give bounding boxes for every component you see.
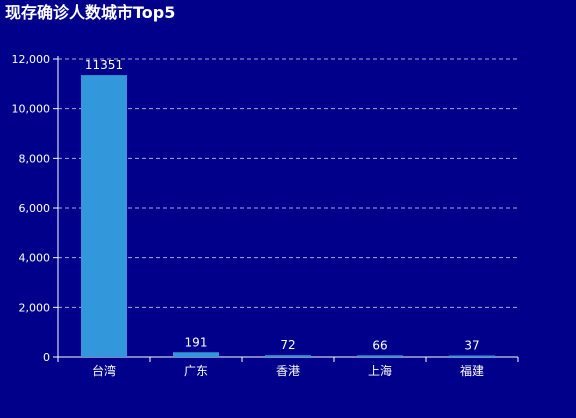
x-tick-label: 福建 <box>460 363 484 378</box>
bar-value-label: 37 <box>464 339 479 353</box>
y-tick-label: 10,000 <box>12 103 51 116</box>
x-tick-label: 香港 <box>276 364 300 378</box>
bar-value-label: 72 <box>280 338 295 352</box>
bar[interactable] <box>173 352 219 357</box>
y-tick-label: 12,000 <box>12 53 51 66</box>
bar[interactable] <box>357 355 403 357</box>
bar[interactable] <box>265 355 311 357</box>
bar-value-label: 191 <box>185 335 208 349</box>
y-tick-label: 8,000 <box>19 152 51 165</box>
y-tick-label: 2,000 <box>19 301 51 314</box>
x-tick-label: 广东 <box>184 364 208 378</box>
x-tick-label: 上海 <box>368 363 392 378</box>
x-tick-label: 台湾 <box>92 363 116 378</box>
y-tick-label: 6,000 <box>19 202 51 215</box>
y-tick-label: 0 <box>43 351 50 364</box>
bar-value-label: 11351 <box>85 58 123 72</box>
bar-value-label: 66 <box>372 338 387 352</box>
bar[interactable] <box>449 355 495 358</box>
bar[interactable] <box>81 75 127 358</box>
y-tick-label: 4,000 <box>19 252 51 265</box>
chart-title: 现存确诊人数城市Top5 <box>5 3 176 22</box>
